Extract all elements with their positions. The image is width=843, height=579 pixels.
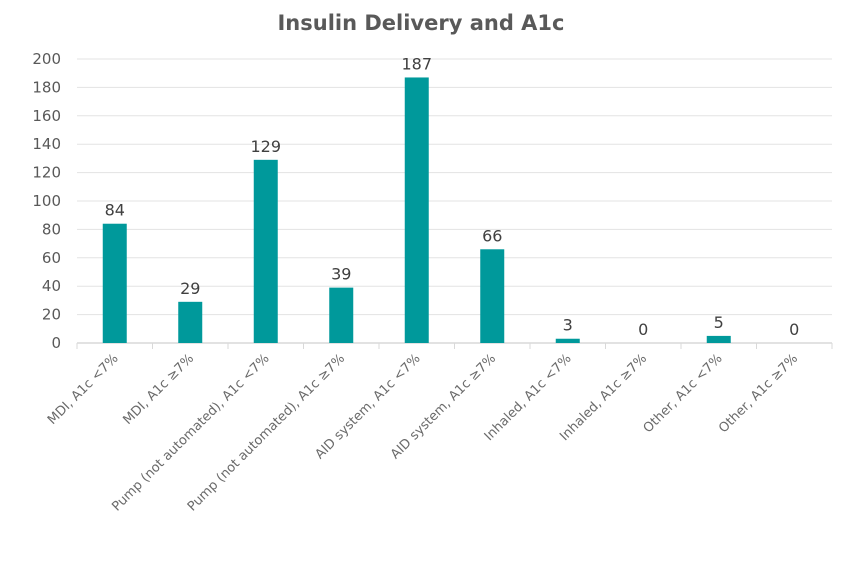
y-tick-label: 40 [42,277,61,295]
bar [555,338,580,343]
x-tick-label: MDI, A1c <7% [45,351,122,428]
bar [706,335,731,343]
data-label: 129 [250,137,281,156]
x-tick-label: Pump (not automated), A1c ≥7% [185,351,348,514]
y-tick-label: 60 [42,249,61,267]
bar [102,223,127,343]
y-tick-label: 80 [42,220,61,238]
chart-title: Insulin Delivery and A1c [277,11,564,35]
y-tick-label: 140 [32,135,61,153]
data-label: 0 [789,320,799,339]
x-tick-label: Pump (not automated), A1c <7% [109,351,272,514]
data-label: 5 [714,313,724,332]
bar [329,287,354,343]
bar [253,159,278,343]
data-label: 3 [563,316,573,335]
bar [480,249,505,343]
data-label: 66 [482,226,502,245]
x-tick-label: Other, A1c <7% [641,351,726,436]
y-tick-label: 0 [51,334,61,352]
y-tick-label: 20 [42,306,61,324]
y-tick-label: 100 [32,192,61,210]
y-tick-label: 160 [32,107,61,125]
y-tick-label: 200 [32,50,61,68]
x-tick-label: Other, A1c ≥7% [716,351,801,436]
data-label: 29 [180,279,200,298]
y-tick-label: 120 [32,164,61,182]
bar [404,77,429,344]
data-label: 84 [105,201,125,220]
data-label: 187 [401,54,432,73]
bar [178,301,203,343]
x-tick-label: MDI, A1c ≥7% [121,351,198,428]
y-tick-label: 180 [32,78,61,96]
data-label: 0 [638,320,648,339]
data-label: 39 [331,265,351,284]
